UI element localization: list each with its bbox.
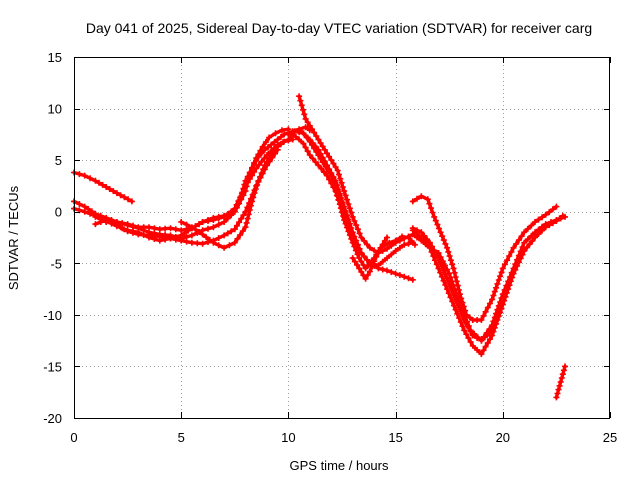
series-line <box>411 215 567 343</box>
x-tick-label: 0 <box>70 430 77 445</box>
y-tick-label: 5 <box>55 153 62 168</box>
series-track-11 <box>349 234 390 282</box>
y-tick-label: -5 <box>50 256 62 271</box>
plus-markers <box>71 124 313 242</box>
y-tick-label: -15 <box>43 359 62 374</box>
plus-markers <box>349 234 390 282</box>
y-tick-label: 15 <box>48 50 62 65</box>
x-axis-label: GPS time / hours <box>290 458 389 473</box>
y-axis-label: SDTVAR / TECUs <box>6 185 21 290</box>
plot-frame <box>74 57 610 419</box>
series-track-12 <box>409 193 560 323</box>
y-tick-label: 0 <box>55 205 62 220</box>
series-track-8 <box>289 131 416 269</box>
series-track-16 <box>553 363 568 401</box>
plus-markers <box>409 193 560 323</box>
x-tick-label: 25 <box>603 430 617 445</box>
y-tick-label: -10 <box>43 308 62 323</box>
series-track-6 <box>178 136 296 251</box>
plus-markers <box>289 131 416 269</box>
plus-markers <box>435 250 506 344</box>
x-tick-label: 15 <box>388 430 402 445</box>
plus-markers <box>71 169 135 205</box>
plus-markers <box>296 93 442 256</box>
x-tick-label: 5 <box>178 430 185 445</box>
series-track-2 <box>71 124 313 242</box>
plus-markers <box>178 136 296 251</box>
data-series <box>71 93 568 401</box>
y-tick-label: -20 <box>43 411 62 426</box>
x-tick-label: 10 <box>281 430 295 445</box>
y-tick-label: 10 <box>48 102 62 117</box>
plus-markers <box>553 363 568 401</box>
axis-ticks: 0 5 10 15 20 25 -20 -15 -10 -5 0 5 10 15 <box>43 50 617 445</box>
plus-markers <box>409 213 568 344</box>
series-track-13 <box>409 213 568 344</box>
plus-markers <box>92 132 296 234</box>
series-track-1 <box>71 169 135 205</box>
x-tick-label: 20 <box>496 430 510 445</box>
series-track-15 <box>435 250 506 344</box>
series-track-9 <box>296 93 442 256</box>
chart-title: Day 041 of 2025, Sidereal Day-to-day VTE… <box>86 20 592 36</box>
series-track-4 <box>92 132 296 234</box>
